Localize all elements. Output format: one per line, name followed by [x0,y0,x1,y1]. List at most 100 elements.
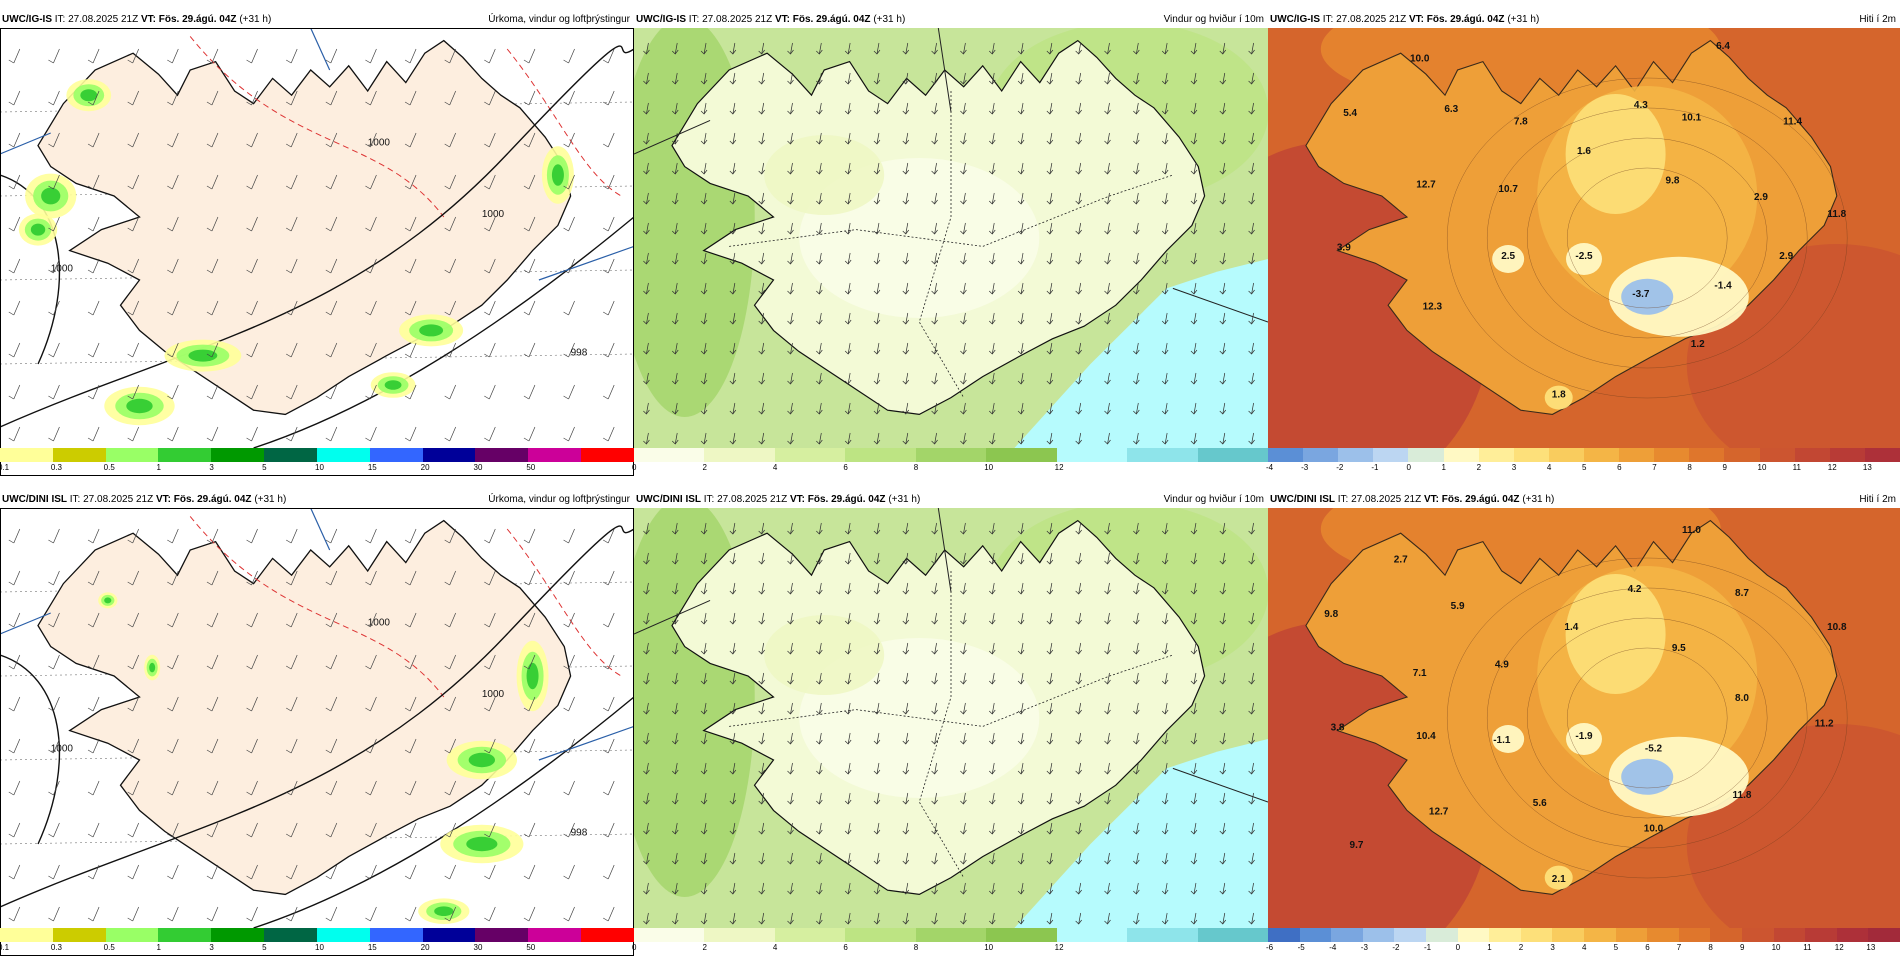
wind-arrow [1046,439,1054,445]
wind-arrow [790,612,793,625]
wind-barb [13,258,21,274]
wind-arrow [988,229,996,235]
wind-barb [563,623,569,628]
colorbar-swatch [704,928,775,942]
wind-arrow [1222,852,1226,865]
colorbar: 0.1 0.3 0.5 1 3 5 10 15 20 30 50 [0,928,634,954]
wind-arrow [934,312,937,325]
wind-arrow [732,372,736,385]
wind-arrow [847,852,851,865]
wind-arrow [1251,912,1254,925]
wind-barb [92,906,100,922]
colorbar-tick-label: 5 [1582,463,1587,472]
wind-arrow [988,649,996,655]
wind-arrow [988,859,996,865]
wind-barb [206,749,213,754]
wind-arrow [1219,529,1227,535]
wind-barb [246,791,252,796]
isotherm-line [1486,587,1808,849]
wind-barb [603,707,609,712]
wind-barb [607,822,615,838]
wind-barb [246,707,252,712]
wind-arrow [1107,72,1110,85]
wind-arrow [646,882,649,895]
wind-arrow [931,529,938,535]
wind-barb [330,426,338,442]
colorbar-swatch [1710,928,1742,942]
wind-arrow [700,679,708,685]
wind-arrow [1133,349,1140,355]
wind-arrow [931,769,938,775]
wind-arrow [1248,109,1255,115]
wind-arrow [1107,762,1110,775]
wind-arrow [700,79,708,85]
wind-arrow [1107,162,1110,175]
wind-barb [330,528,338,544]
wind-arrow [643,679,650,685]
wind-arrow [1164,582,1168,595]
wind-barb [8,791,14,796]
wind-barb [48,791,54,796]
wind-barb [528,342,536,358]
wind-arrow [818,822,822,835]
wind-barb [8,875,14,880]
wind-arrow [844,79,852,85]
wind-barb [167,101,173,106]
wind-arrow [732,222,736,235]
temperature-zone [1565,94,1666,214]
wind-arrow [873,139,881,145]
wind-barb [484,143,490,148]
wind-arrow [902,259,910,265]
wind-arrow [1049,432,1053,445]
wind-arrow [643,589,650,595]
wind-arrow [1104,139,1111,145]
colorbar: -4 -3 -2 -1 0 1 2 3 4 5 6 7 8 9 10 11 12 13 [1266,448,1900,474]
wind-arrow [1248,799,1255,805]
colorbar-tick-label: 8 [913,943,919,952]
wind-arrow [703,732,707,745]
wind-arrow [758,769,765,775]
colorbar-tick-label: 3 [1550,943,1555,952]
wind-arrow [816,529,823,535]
wind-barb [370,258,377,274]
init-time: IT: 27.08.2025 21Z [67,494,156,505]
wind-arrow [1020,342,1024,355]
wind-arrow [703,852,707,865]
wind-arrow [787,229,794,235]
region-boundary [918,91,965,398]
wind-barb [286,833,292,838]
wind-arrow [816,109,823,115]
wind-barb [171,780,179,796]
wind-arrow [991,552,995,565]
wind-arrow [1046,169,1054,175]
wind-arrow [1104,169,1111,175]
wind-barb [325,623,331,628]
wind-barb [206,833,213,838]
temperature-value: 3.8 [1331,723,1345,734]
wind-arrow [732,402,736,415]
wind-barb [290,696,298,712]
wind-arrow [960,409,967,415]
wind-arrow [931,289,938,295]
colorbar-tick-label: 4 [1582,943,1587,952]
wind-barb [444,437,450,442]
wind-arrow [729,919,737,925]
wind-arrow [873,49,881,55]
wind-barb [409,384,417,400]
wind-barb [607,738,615,754]
wind-arrow [818,642,822,655]
wind-barb [404,143,411,148]
wind-barb [607,654,615,670]
wind-barb [449,90,457,106]
wind-barb [211,822,219,838]
wind-arrow [729,379,737,385]
wind-barb [365,665,371,670]
wind-arrow [674,432,678,445]
wind-arrow [905,72,909,85]
wind-arrow [1046,619,1054,625]
wind-arrow [988,619,996,625]
wind-arrow [876,702,880,715]
wind-barb [568,216,575,232]
wind-arrow [1190,259,1198,265]
wind-barb [370,570,377,586]
